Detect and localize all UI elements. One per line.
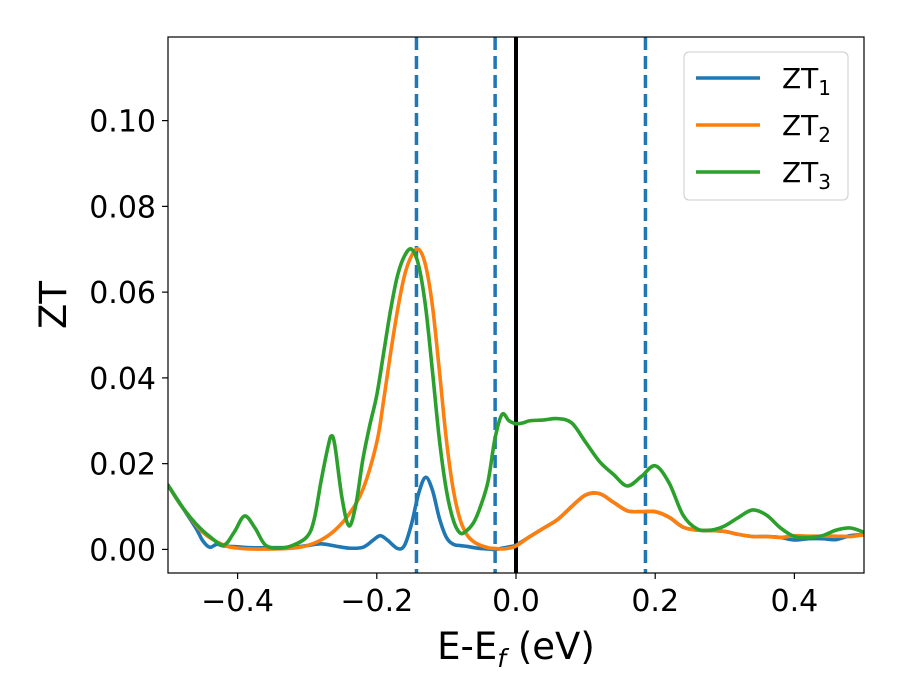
reference-lines <box>414 37 648 573</box>
y-tick-label: 0.02 <box>89 448 156 483</box>
legend-label-zt3: ZT3 <box>782 156 831 194</box>
y-tick-label: 0.06 <box>89 276 156 311</box>
series-lines <box>168 247 864 552</box>
x-tick-label: 0.4 <box>771 584 819 619</box>
y-axis-title: ZT <box>32 281 75 329</box>
y-tick-label: 0.04 <box>89 362 156 397</box>
x-tick-label: −0.2 <box>340 584 413 619</box>
x-axis-ticks: −0.4 −0.2 0.0 0.2 0.4 <box>201 573 818 619</box>
x-axis-title: E-Ef (eV) <box>437 625 595 673</box>
legend-label-zt2: ZT2 <box>782 109 831 147</box>
x-tick-label: 0.0 <box>492 584 540 619</box>
x-axis-title-unit: (eV) <box>506 625 595 668</box>
y-tick-label: 0.08 <box>89 190 156 225</box>
y-axis-ticks: 0.00 0.02 0.04 0.06 0.08 0.10 <box>89 105 168 568</box>
legend-label-zt1: ZT1 <box>782 62 831 100</box>
y-tick-label: 0.10 <box>89 105 156 140</box>
legend: ZT1 ZT2 ZT3 <box>683 51 849 201</box>
series-line-zt3 <box>168 247 864 550</box>
x-tick-label: −0.4 <box>201 584 274 619</box>
x-axis-title-main: E-E <box>437 625 497 668</box>
y-tick-label: 0.00 <box>89 533 156 568</box>
x-tick-label: 0.2 <box>631 584 679 619</box>
legend-box <box>683 51 849 201</box>
series-line-zt2 <box>168 247 864 551</box>
